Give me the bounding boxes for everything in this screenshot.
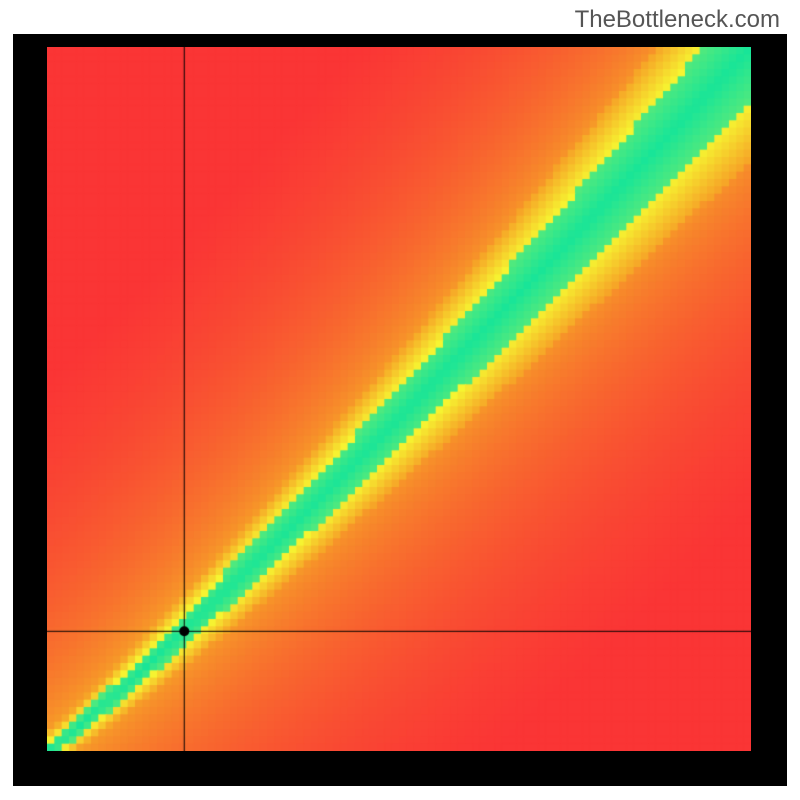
chart-frame <box>13 34 787 786</box>
watermark-text: TheBottleneck.com <box>575 6 780 34</box>
heatmap-canvas <box>47 47 751 751</box>
heatmap-plot <box>47 47 751 751</box>
container: TheBottleneck.com <box>0 0 800 800</box>
